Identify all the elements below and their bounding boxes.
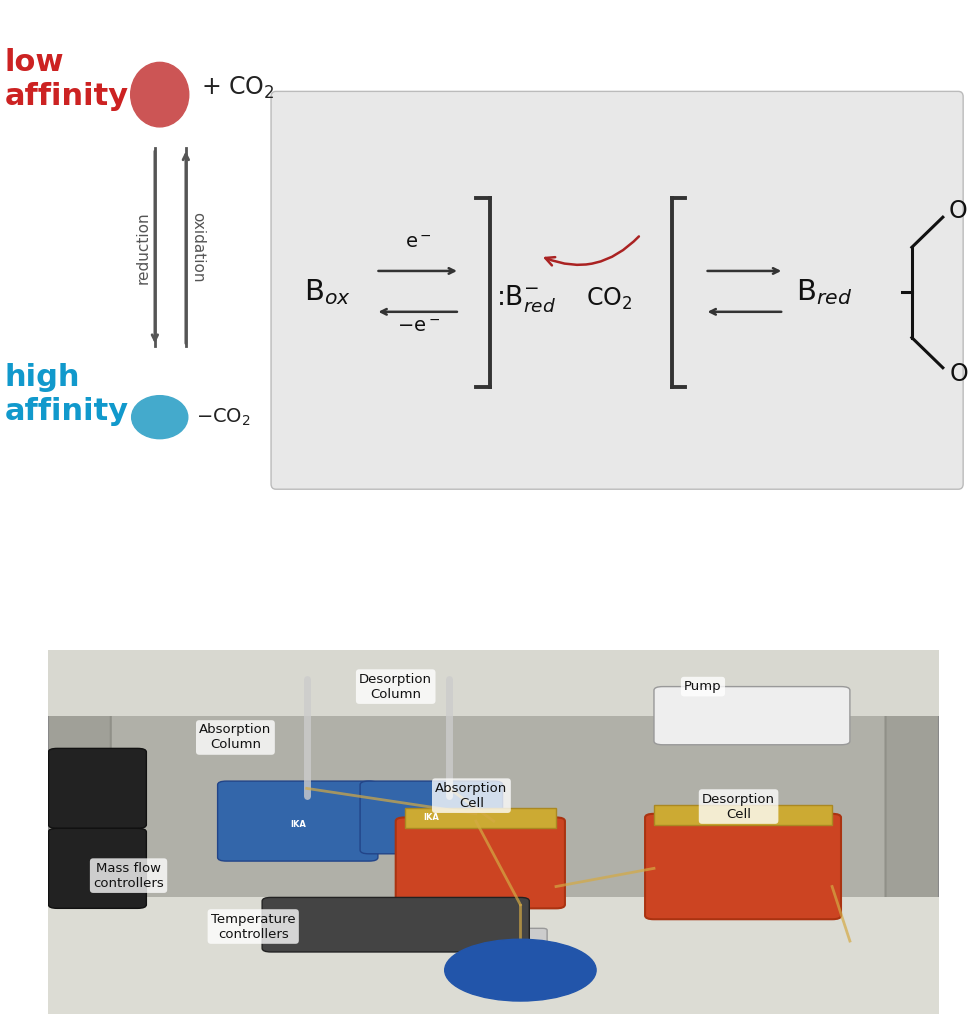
Text: Temperature
controllers: Temperature controllers bbox=[211, 912, 295, 940]
Text: $-$CO$_2$: $-$CO$_2$ bbox=[196, 407, 251, 428]
FancyBboxPatch shape bbox=[494, 929, 547, 946]
Text: O: O bbox=[949, 199, 967, 223]
FancyBboxPatch shape bbox=[218, 781, 378, 861]
Ellipse shape bbox=[132, 395, 188, 438]
Text: IKA: IKA bbox=[289, 820, 306, 829]
FancyBboxPatch shape bbox=[262, 897, 529, 952]
Text: B$_{ox}$: B$_{ox}$ bbox=[304, 278, 350, 307]
Circle shape bbox=[444, 939, 596, 1001]
Text: high
affinity: high affinity bbox=[5, 364, 129, 426]
Text: Absorption
Cell: Absorption Cell bbox=[436, 781, 507, 810]
Text: e$^-$: e$^-$ bbox=[405, 232, 432, 252]
Text: Mass flow
controllers: Mass flow controllers bbox=[93, 861, 164, 890]
Text: oxidation: oxidation bbox=[190, 212, 205, 283]
Text: Fc Tank: Fc Tank bbox=[496, 966, 545, 979]
FancyBboxPatch shape bbox=[271, 91, 963, 489]
FancyBboxPatch shape bbox=[48, 749, 146, 828]
FancyBboxPatch shape bbox=[396, 817, 565, 908]
Text: B$_{red}$: B$_{red}$ bbox=[796, 278, 852, 307]
Text: reduction: reduction bbox=[136, 211, 151, 284]
FancyBboxPatch shape bbox=[405, 808, 556, 828]
FancyArrowPatch shape bbox=[545, 237, 639, 265]
Text: low
affinity: low affinity bbox=[5, 48, 129, 111]
Text: CO$_2$: CO$_2$ bbox=[586, 286, 632, 312]
Circle shape bbox=[131, 62, 189, 127]
FancyBboxPatch shape bbox=[48, 650, 939, 716]
Text: IKA: IKA bbox=[423, 813, 439, 822]
FancyBboxPatch shape bbox=[654, 805, 832, 824]
Text: $-$e$^-$: $-$e$^-$ bbox=[397, 317, 439, 336]
FancyBboxPatch shape bbox=[360, 781, 502, 854]
Text: Absorption
Column: Absorption Column bbox=[199, 724, 272, 752]
FancyBboxPatch shape bbox=[645, 814, 841, 920]
FancyBboxPatch shape bbox=[48, 828, 146, 908]
FancyBboxPatch shape bbox=[110, 690, 886, 915]
Text: Desorption
Column: Desorption Column bbox=[359, 673, 433, 700]
Text: O$^-$: O$^-$ bbox=[949, 362, 968, 386]
Text: Pump: Pump bbox=[684, 680, 722, 693]
FancyBboxPatch shape bbox=[654, 686, 850, 744]
Text: + CO$_2$: + CO$_2$ bbox=[201, 75, 275, 101]
FancyBboxPatch shape bbox=[48, 897, 939, 1014]
Text: :B$_{red}^{-}$: :B$_{red}^{-}$ bbox=[496, 284, 556, 314]
FancyBboxPatch shape bbox=[48, 650, 939, 1014]
Text: Desorption
Cell: Desorption Cell bbox=[702, 793, 775, 820]
